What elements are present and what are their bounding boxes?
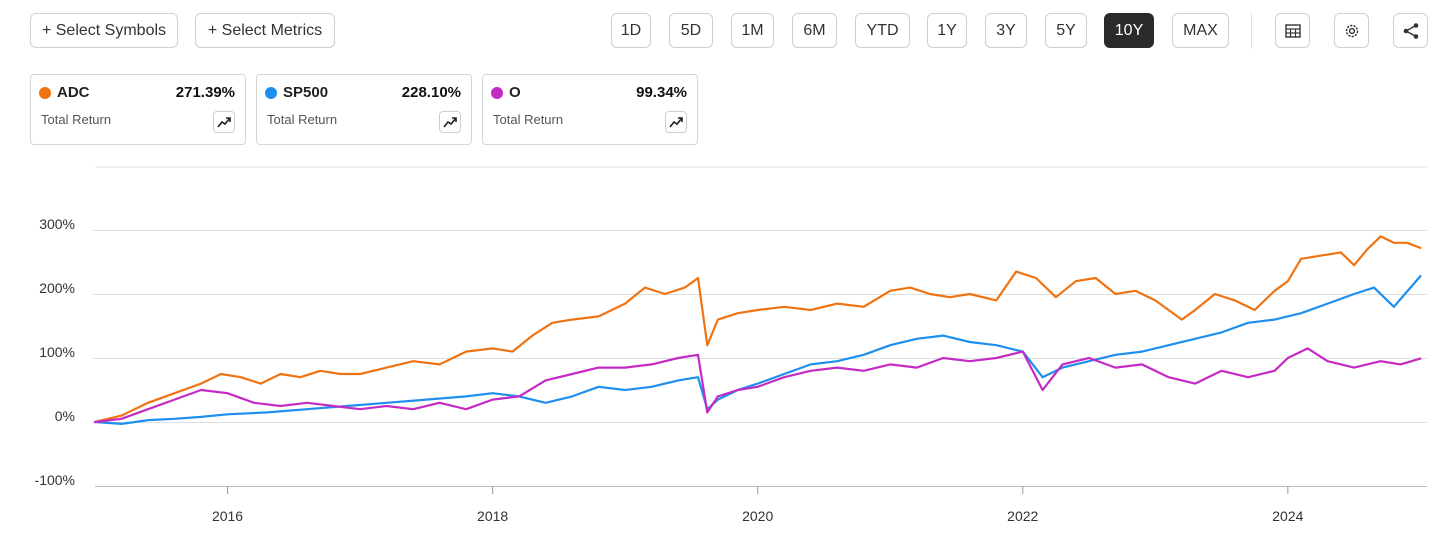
y-tick-label: 0% [55,408,75,424]
legend-symbol: ADC [57,84,90,101]
x-tick-label: 2020 [742,508,773,524]
y-tick-label: 300% [39,216,75,232]
trend-up-icon [443,117,457,128]
legend-dot [39,87,51,99]
range-max-button[interactable]: MAX [1172,13,1229,48]
legend-metric: Total Return [267,112,338,127]
range-5d-button[interactable]: 5D [669,13,713,48]
legend-card-adc[interactable]: ADC 271.39% Total Return [30,74,246,145]
series-line-o [93,347,1422,424]
legend-symbol: O [509,84,521,101]
series-line-sp500 [93,275,1422,425]
settings-button[interactable] [1334,13,1369,48]
gear-icon [1345,24,1358,37]
legend-metric: Total Return [41,112,112,127]
range-5y-button[interactable]: 5Y [1045,13,1087,48]
select-symbols-button[interactable]: + Select Symbols [30,13,178,48]
legend-dot [265,87,277,99]
legend-value: 99.34% [636,84,687,101]
share-button[interactable] [1393,13,1428,48]
range-ytd-button[interactable]: YTD [855,13,910,48]
y-tick-label: 100% [39,344,75,360]
x-tick-label: 2016 [212,508,243,524]
toolbar-divider [1251,13,1252,49]
legend-dot [491,87,503,99]
trend-button[interactable] [665,111,687,133]
share-icon [1403,22,1418,39]
range-6m-button[interactable]: 6M [792,13,837,48]
trend-up-icon [217,117,231,128]
range-3y-button[interactable]: 3Y [985,13,1027,48]
x-tick-label: 2022 [1007,508,1038,524]
legend-value: 228.10% [401,84,461,101]
y-tick-label: -100% [35,472,75,488]
range-10y-button[interactable]: 10Y [1104,13,1154,48]
table-view-button[interactable] [1275,13,1310,48]
x-tick-label: 2018 [477,508,508,524]
legend-card-sp500[interactable]: SP500 228.10% Total Return [256,74,472,145]
legend-symbol: SP500 [283,84,329,101]
series-line-adc [93,235,1422,424]
legend-value: 271.39% [175,84,235,101]
x-tick-label: 2024 [1272,508,1303,524]
range-1d-button[interactable]: 1D [611,13,651,48]
trend-up-icon [669,117,683,128]
total-return-chart[interactable]: 300% 200% 100% 0% -100% 2016 2018 2020 2022 2024 [0,150,1456,550]
range-1y-button[interactable]: 1Y [927,13,967,48]
trend-button[interactable] [439,111,461,133]
table-icon [1284,23,1301,38]
legend-metric: Total Return [493,112,564,127]
select-metrics-button[interactable]: + Select Metrics [195,13,335,48]
y-tick-label: 200% [39,280,75,296]
range-1m-button[interactable]: 1M [731,13,774,48]
trend-button[interactable] [213,111,235,133]
legend-card-o[interactable]: O 99.34% Total Return [482,74,698,145]
